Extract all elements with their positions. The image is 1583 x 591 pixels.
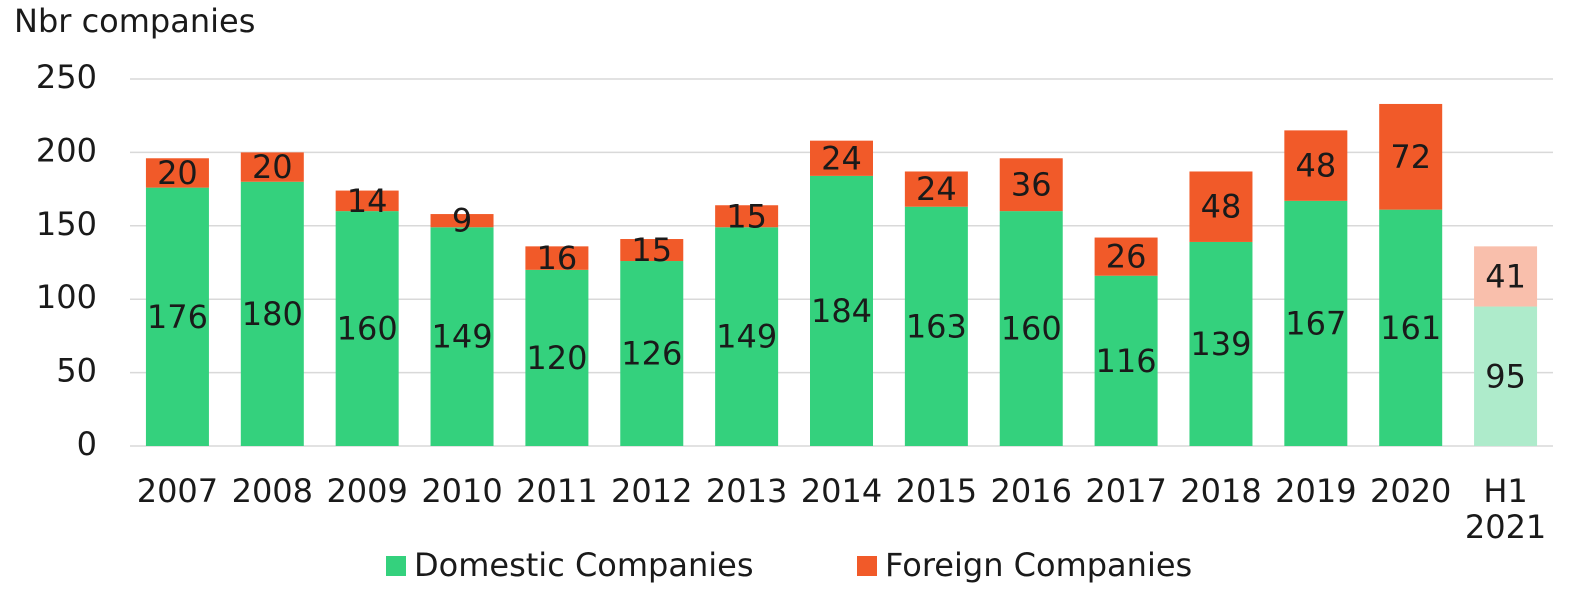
bar-segment: [904, 171, 968, 207]
data-label: 180: [242, 295, 303, 333]
data-label: 24: [821, 139, 862, 177]
bar-segment: [715, 227, 779, 446]
bar-segment: [999, 211, 1063, 446]
data-label: 160: [337, 310, 398, 348]
x-tick-label: 2011: [516, 472, 598, 510]
x-tick-label: 2009: [326, 472, 408, 510]
data-label: 120: [526, 339, 587, 377]
bar-segment: [525, 246, 589, 270]
bar-segment: [620, 261, 684, 446]
y-tick-label: 100: [36, 278, 97, 316]
data-label: 24: [916, 170, 957, 208]
bar-segment: [525, 269, 589, 446]
bar-segment: [145, 158, 209, 188]
data-label: 72: [1390, 138, 1431, 176]
bar-segment: [240, 152, 304, 182]
data-label: 149: [431, 318, 492, 356]
data-label: 160: [1001, 310, 1062, 348]
bar-segment: [620, 239, 684, 262]
bar-segment: [145, 187, 209, 446]
bar-segment: [1189, 241, 1253, 446]
bar-segment: [715, 205, 779, 228]
y-tick-label: 150: [36, 205, 97, 243]
x-tick-label: 2020: [1369, 472, 1452, 510]
data-label: 184: [811, 292, 872, 330]
x-tick-label: 2010: [421, 472, 503, 510]
x-tick-label: H1 2021: [1464, 472, 1547, 546]
data-label: 139: [1190, 325, 1251, 363]
bar-segment: [335, 190, 399, 212]
data-label: 15: [726, 197, 767, 235]
x-tick-label: 2019: [1275, 472, 1357, 510]
x-tick-label: 2017: [1085, 472, 1167, 510]
x-tick-label: 2013: [705, 472, 788, 510]
y-axis-label: Nbr companies: [14, 2, 255, 40]
bar-segment: [999, 158, 1063, 212]
bar-segment: [1284, 200, 1348, 446]
bar-segment: [430, 227, 494, 446]
x-tick-label: 2016: [990, 472, 1072, 510]
bar-segment: [430, 214, 494, 228]
bar-segment: [1474, 246, 1538, 307]
y-tick-label: 200: [36, 131, 97, 169]
bar-segment: [240, 181, 304, 446]
bar-segment: [1094, 275, 1158, 446]
data-label: 149: [716, 318, 777, 356]
bar-segment: [1284, 130, 1348, 201]
x-tick-label: 2015: [895, 472, 978, 510]
y-tick-label: 250: [36, 58, 97, 96]
legend-label: Domestic Companies: [414, 546, 754, 584]
bar-segment: [1094, 237, 1158, 276]
data-label: 48: [1201, 188, 1242, 226]
bar-segment: [1189, 171, 1253, 242]
data-label: 176: [147, 298, 208, 336]
data-label: 20: [157, 154, 198, 192]
x-tick-label: 2018: [1180, 472, 1262, 510]
data-label: 48: [1295, 147, 1336, 185]
data-label: 116: [1096, 342, 1157, 380]
data-label: 14: [347, 182, 388, 220]
y-tick-label: 50: [56, 352, 97, 390]
bar-segment: [810, 175, 873, 446]
legend-swatch: [857, 556, 877, 576]
data-label: 163: [906, 307, 967, 345]
bar-segment: [1379, 103, 1443, 210]
data-label: 16: [537, 239, 578, 277]
data-label: 20: [252, 148, 293, 186]
bar-segment: [1379, 209, 1443, 446]
data-label: 36: [1011, 166, 1052, 204]
legend-swatch: [386, 556, 406, 576]
bar-segment: [904, 206, 968, 446]
data-label: 126: [621, 335, 682, 373]
data-label: 26: [1106, 238, 1147, 276]
y-tick-label: 0: [77, 425, 97, 463]
legend-label: Foreign Companies: [885, 546, 1192, 584]
data-label: 41: [1485, 257, 1526, 295]
data-label: 95: [1485, 357, 1526, 395]
x-tick-label: 2007: [136, 472, 219, 510]
data-label: 167: [1285, 304, 1346, 342]
bar-segment: [1474, 306, 1538, 446]
data-label: 161: [1380, 309, 1441, 347]
x-tick-label: 2012: [611, 472, 693, 510]
data-label: 15: [631, 231, 672, 269]
x-tick-label: 2008: [231, 472, 314, 510]
bar-segment: [810, 140, 873, 176]
x-tick-label: 2014: [800, 472, 883, 510]
data-label: 9: [452, 202, 472, 240]
bar-segment: [335, 211, 399, 446]
